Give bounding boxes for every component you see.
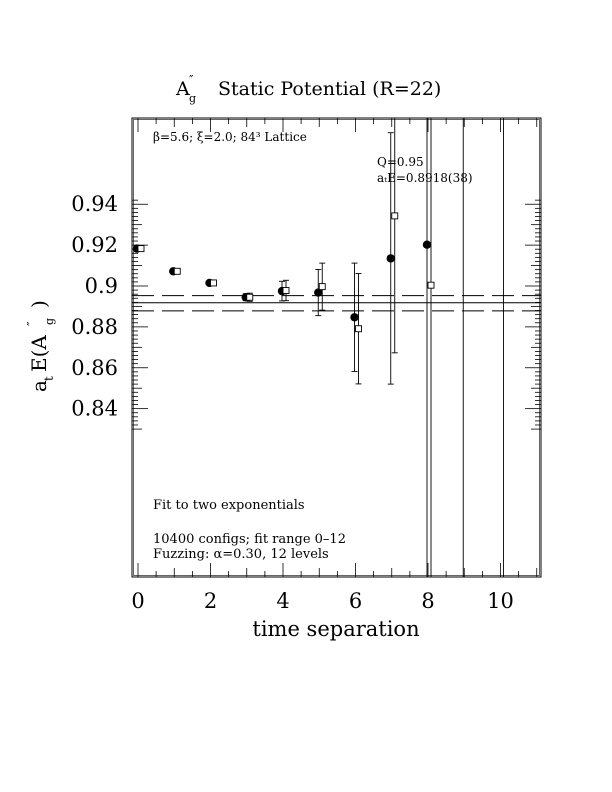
- open-square-point: [318, 283, 326, 291]
- open-square-point: [137, 245, 145, 253]
- open-square-point: [427, 281, 435, 289]
- x-axis-label: time separation: [252, 617, 419, 641]
- x-tick-label: 0: [131, 589, 144, 613]
- y-tick-label: 0.88: [71, 315, 118, 339]
- lattice-annotation: β=5.6; ξ=2.0; 84³ Lattice: [153, 130, 307, 144]
- chart-title: A ″ g Static Potential (R=22): [175, 73, 441, 105]
- fit-q-annotation: Q=0.95: [377, 155, 424, 169]
- x-tick-label: 6: [349, 589, 362, 613]
- filled-circle-point: [386, 254, 395, 263]
- fit-energy-annotation: aₜE=0.8918(38): [377, 171, 473, 185]
- y-tick-labels: 0.84 0.86 0.88 0.9 0.92 0.94: [71, 192, 118, 420]
- x-tick-label: 10: [487, 589, 514, 613]
- fit-type-annotation: Fit to two exponentials: [153, 498, 305, 513]
- x-tick-labels: 0 2 4 6 8 10: [131, 589, 514, 613]
- y-label-sub: g: [43, 318, 56, 325]
- fit-lines: [132, 295, 541, 312]
- filled-circle-point: [314, 288, 323, 297]
- y-label-close: ): [27, 300, 51, 308]
- y-tick-label: 0.92: [71, 233, 118, 257]
- y-tick-label: 0.86: [71, 356, 118, 380]
- fuzzing-annotation: Fuzzing: α=0.30, 12 levels: [153, 547, 329, 562]
- y-tick-label: 0.9: [85, 274, 118, 298]
- configs-annotation: 10400 configs; fit range 0–12: [153, 532, 346, 547]
- y-label-main: E(A: [27, 335, 51, 372]
- y-label-prefix-sub: t: [42, 376, 56, 381]
- y-label-super: ″: [25, 321, 39, 326]
- y-tick-label: 0.94: [71, 192, 118, 216]
- y-tick-label: 0.84: [71, 397, 118, 421]
- title-text: Static Potential (R=22): [218, 78, 441, 100]
- open-square-point: [210, 279, 217, 287]
- title-symbol-super: ″: [189, 73, 194, 87]
- open-square-point: [246, 293, 254, 301]
- x-tick-label: 4: [276, 589, 289, 613]
- open-square-point: [391, 212, 399, 220]
- axis-ticks: [132, 118, 541, 577]
- title-symbol: A: [175, 78, 190, 100]
- open-square-point: [173, 267, 181, 275]
- open-square-point: [282, 287, 290, 294]
- y-label-prefix: a: [27, 380, 51, 392]
- filled-circle-point: [350, 313, 359, 322]
- filled-circle-point: [422, 240, 432, 249]
- open-square-point: [355, 325, 362, 333]
- title-symbol-sub: g: [189, 92, 196, 105]
- y-axis-label: a t E(A ″ g ): [25, 300, 56, 392]
- x-tick-label: 8: [421, 589, 434, 613]
- x-tick-label: 2: [204, 589, 217, 613]
- data-markers: [132, 212, 435, 333]
